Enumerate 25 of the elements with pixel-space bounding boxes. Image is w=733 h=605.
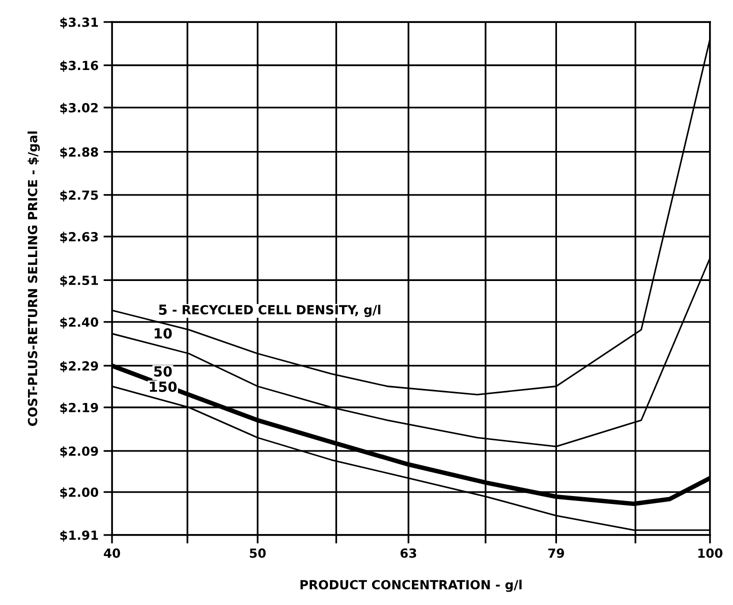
- y-axis-title: COST-PLUS-RETURN SELLING PRICE - $/gal: [28, 131, 40, 426]
- y-tick-label: $2.29: [60, 360, 98, 372]
- series-label: 5: [159, 304, 167, 315]
- y-tick-label: $3.02: [60, 102, 98, 114]
- x-tick-label: 50: [250, 548, 266, 558]
- annotation: - RECYCLED CELL DENSITY, g/l: [172, 304, 380, 317]
- y-tick-label: $1.91: [60, 530, 98, 542]
- y-tick-label: $2.00: [60, 487, 98, 499]
- series-label: 150: [150, 381, 177, 392]
- x-tick-label: 79: [548, 548, 564, 558]
- y-tick-label: $2.63: [60, 232, 98, 244]
- y-tick-label: $2.09: [60, 446, 98, 458]
- x-tick-label: 40: [104, 548, 120, 558]
- y-tick-label: $2.88: [60, 147, 98, 158]
- y-tick-label: $2.75: [60, 190, 98, 202]
- y-tick-label: $3.31: [60, 17, 98, 29]
- y-tick-label: $2.40: [60, 317, 98, 329]
- series-label: 50: [154, 366, 172, 377]
- y-tick-label: $2.19: [60, 402, 98, 414]
- x-axis-title: PRODUCT CONCENTRATION - g/l: [300, 580, 522, 592]
- y-tick-label: $2.51: [60, 275, 98, 287]
- series-label: 10: [154, 328, 172, 339]
- x-tick-label: 100: [698, 548, 722, 558]
- x-tick-label: 63: [400, 548, 416, 558]
- y-tick-label: $3.16: [60, 60, 98, 72]
